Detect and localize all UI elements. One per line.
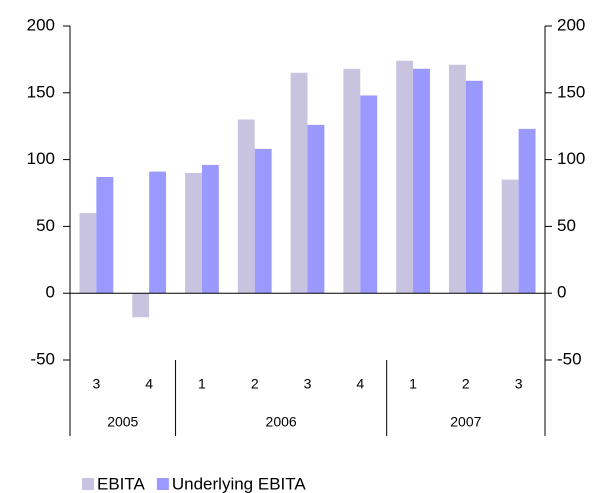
x-tick-label: 1 — [409, 376, 417, 392]
y-tick-label: 150 — [27, 82, 55, 101]
bar — [237, 119, 255, 294]
bar — [518, 128, 536, 294]
y2-tick-label: 100 — [557, 149, 585, 168]
y2-tick-label: 200 — [557, 15, 585, 34]
bar — [254, 148, 272, 294]
bar — [360, 95, 378, 294]
x-tick-label: 4 — [145, 376, 153, 392]
group-label: 2005 — [107, 414, 138, 430]
x-tick-label: 3 — [515, 376, 523, 392]
y2-tick-label: -50 — [557, 349, 582, 368]
y2-tick-label: 0 — [557, 283, 566, 302]
bar — [96, 176, 114, 294]
y-tick-label: 100 — [27, 149, 55, 168]
y-tick-label: 50 — [36, 216, 55, 235]
bar — [201, 164, 219, 294]
y2-tick-label: 150 — [557, 82, 585, 101]
legend-label: Underlying EBITA — [172, 474, 307, 493]
x-tick-label: 4 — [356, 376, 364, 392]
bar — [149, 171, 167, 294]
group-label: 2006 — [266, 414, 297, 430]
x-tick-label: 3 — [304, 376, 312, 392]
bar — [413, 68, 430, 294]
bar — [307, 124, 325, 294]
x-tick-label: 3 — [92, 376, 100, 392]
bar — [343, 68, 361, 294]
x-tick-label: 2 — [462, 376, 470, 392]
bar — [185, 172, 202, 294]
x-tick-label: 2 — [251, 376, 259, 392]
bar — [79, 213, 97, 294]
bar — [465, 80, 483, 294]
y-tick-label: 0 — [46, 283, 55, 302]
y-tick-label: 200 — [27, 15, 55, 34]
x-tick-label: 1 — [198, 376, 206, 392]
bar — [290, 72, 308, 294]
bar — [396, 60, 414, 294]
legend-swatch — [82, 478, 94, 490]
y-tick-label: -50 — [30, 349, 55, 368]
y2-tick-label: 50 — [557, 216, 576, 235]
legend-swatch — [156, 478, 169, 490]
legend-label: EBITA — [97, 474, 146, 493]
group-label: 2007 — [450, 414, 481, 430]
bar — [448, 64, 466, 294]
bar — [501, 179, 519, 294]
bar — [132, 293, 150, 318]
